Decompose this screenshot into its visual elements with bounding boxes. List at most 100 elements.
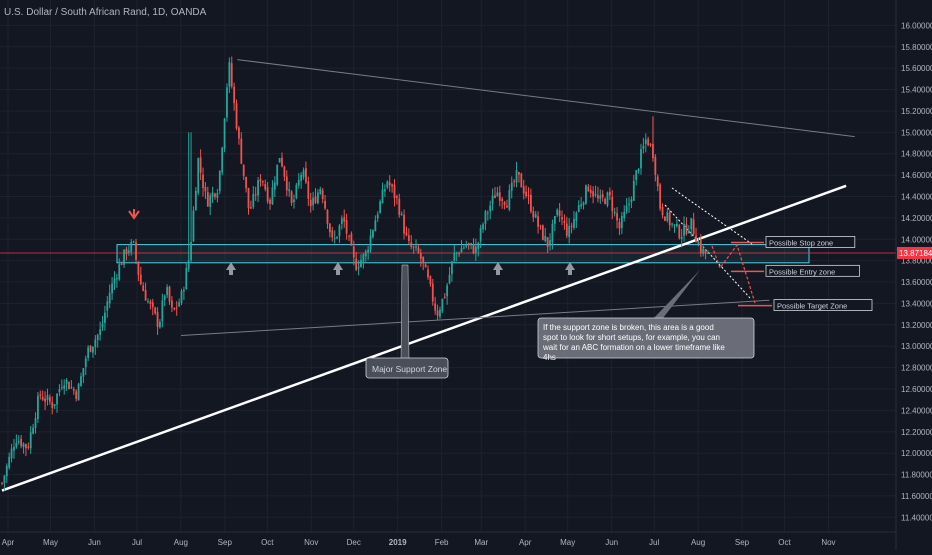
candle-body — [668, 212, 671, 226]
candle-body — [297, 179, 300, 186]
candle-body — [89, 345, 92, 352]
candle-body — [137, 261, 140, 275]
candle-body — [451, 261, 453, 275]
candle-body — [1, 482, 3, 484]
candle-body — [106, 301, 109, 311]
candle-body — [462, 247, 465, 249]
candle-body — [510, 182, 513, 191]
candle-body — [479, 227, 482, 242]
candle-body — [687, 230, 690, 233]
candle-body — [477, 242, 480, 249]
candle-body — [58, 389, 61, 393]
candle-body — [506, 205, 508, 208]
candle-body — [161, 300, 164, 322]
candle-body — [139, 274, 142, 285]
candle-body — [221, 147, 224, 173]
candle-body — [51, 402, 54, 408]
candle-body — [546, 237, 549, 248]
candle-body — [680, 236, 683, 240]
candle-body — [166, 287, 169, 296]
candle-body — [568, 225, 571, 238]
candle-body — [142, 285, 145, 291]
candle-body — [120, 264, 123, 266]
candle-body — [544, 235, 547, 242]
candle-body — [44, 398, 46, 402]
candle-body — [249, 207, 252, 209]
candle-body — [403, 214, 405, 234]
candle-body — [223, 118, 226, 149]
candle-body — [48, 397, 51, 402]
candle-body — [388, 182, 391, 186]
candle-body — [288, 189, 291, 192]
candle-body — [127, 250, 130, 253]
candle-body — [532, 211, 535, 218]
candle-body — [424, 264, 427, 268]
zone-label-box — [773, 299, 873, 311]
candle-body — [671, 223, 674, 225]
y-tick-label: 12.20000 — [901, 428, 932, 437]
zone-label: Possible Entry zone — [769, 267, 835, 276]
x-tick-label: Sep — [735, 538, 750, 547]
candle-body — [135, 242, 137, 260]
x-tick-label: Oct — [778, 538, 791, 547]
candle-body — [482, 224, 484, 230]
candle-body — [290, 191, 293, 204]
candle-body — [63, 385, 66, 389]
candle-body — [537, 216, 539, 227]
candle-body — [400, 214, 403, 216]
y-tick-label: 13.40000 — [901, 299, 932, 308]
candle-body — [604, 198, 606, 205]
y-tick-label: 15.00000 — [901, 128, 932, 137]
candle-body — [199, 157, 202, 173]
candle-body — [238, 127, 240, 139]
candle-body — [206, 192, 209, 207]
y-tick-label: 12.00000 — [901, 449, 932, 458]
candle-body — [276, 164, 279, 185]
candle-body — [508, 190, 511, 210]
x-tick-label: Oct — [261, 538, 274, 547]
candle-body — [496, 192, 499, 197]
candle-body — [151, 302, 154, 308]
candle-body — [5, 465, 8, 477]
candle-body — [558, 210, 561, 216]
candle-body — [25, 444, 27, 449]
candle-body — [563, 221, 566, 224]
candle-body — [577, 205, 580, 212]
candle-body — [369, 235, 372, 250]
break-callout-text: If the support zone is broken, this area… — [542, 323, 725, 362]
candle-body — [104, 312, 106, 323]
candle-body — [520, 173, 523, 188]
candle-body — [611, 196, 614, 212]
candle-body — [218, 170, 221, 192]
candle-body — [324, 200, 326, 209]
y-tick-label: 13.60000 — [901, 278, 932, 287]
candle-body — [613, 211, 616, 214]
candle-body — [472, 244, 475, 254]
descending-channel-bottom — [664, 204, 751, 299]
candle-body — [163, 295, 166, 301]
candle-body — [580, 204, 583, 207]
candle-body — [305, 168, 307, 183]
candle-body — [419, 252, 422, 259]
candle-body — [171, 300, 173, 308]
x-tick-label: Apr — [519, 538, 532, 547]
candle-body — [285, 176, 288, 191]
candle-body — [259, 178, 262, 182]
candle-body — [565, 223, 568, 236]
candle-body — [273, 182, 276, 190]
candle-body — [491, 195, 494, 204]
candle-body — [474, 246, 477, 254]
candle-body — [664, 216, 666, 221]
candle-body — [216, 193, 219, 198]
lines-layer — [0, 59, 896, 492]
candle-body — [632, 180, 635, 201]
candles-layer — [1, 56, 709, 491]
x-tick-label: Dec — [347, 538, 361, 547]
candle-body — [345, 220, 348, 234]
x-tick-label: Feb — [435, 538, 449, 547]
candle-body — [656, 176, 659, 187]
candle-body — [448, 274, 451, 284]
candle-body — [443, 296, 446, 298]
candle-body — [589, 189, 592, 194]
candle-body — [68, 381, 70, 390]
